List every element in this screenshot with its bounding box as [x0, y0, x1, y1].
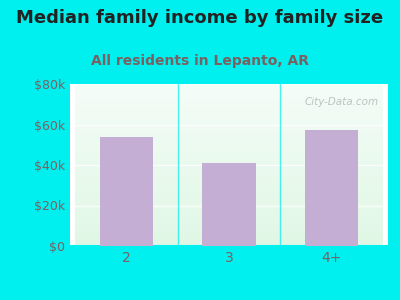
- Bar: [305, 130, 358, 246]
- Text: Median family income by family size: Median family income by family size: [16, 9, 384, 27]
- Bar: [100, 137, 153, 246]
- Bar: [202, 163, 256, 246]
- Text: City-Data.com: City-Data.com: [304, 97, 378, 107]
- Text: All residents in Lepanto, AR: All residents in Lepanto, AR: [91, 54, 309, 68]
